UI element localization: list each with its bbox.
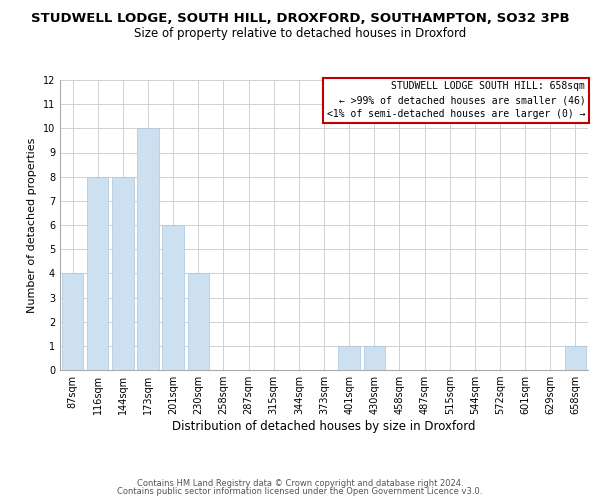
Y-axis label: Number of detached properties: Number of detached properties [27, 138, 37, 312]
Bar [364, 346, 385, 370]
Bar [112, 176, 134, 370]
Bar [163, 225, 184, 370]
Bar [87, 176, 109, 370]
Text: STUDWELL LODGE SOUTH HILL: 658sqm
← >99% of detached houses are smaller (46)
<1%: STUDWELL LODGE SOUTH HILL: 658sqm ← >99%… [327, 82, 586, 120]
Text: Contains HM Land Registry data © Crown copyright and database right 2024.: Contains HM Land Registry data © Crown c… [137, 478, 463, 488]
Text: Size of property relative to detached houses in Droxford: Size of property relative to detached ho… [134, 28, 466, 40]
X-axis label: Distribution of detached houses by size in Droxford: Distribution of detached houses by size … [172, 420, 476, 433]
Bar [62, 274, 83, 370]
Bar [565, 346, 586, 370]
Text: STUDWELL LODGE, SOUTH HILL, DROXFORD, SOUTHAMPTON, SO32 3PB: STUDWELL LODGE, SOUTH HILL, DROXFORD, SO… [31, 12, 569, 26]
Bar [338, 346, 360, 370]
Text: Contains public sector information licensed under the Open Government Licence v3: Contains public sector information licen… [118, 487, 482, 496]
Bar [188, 274, 209, 370]
Bar [137, 128, 158, 370]
